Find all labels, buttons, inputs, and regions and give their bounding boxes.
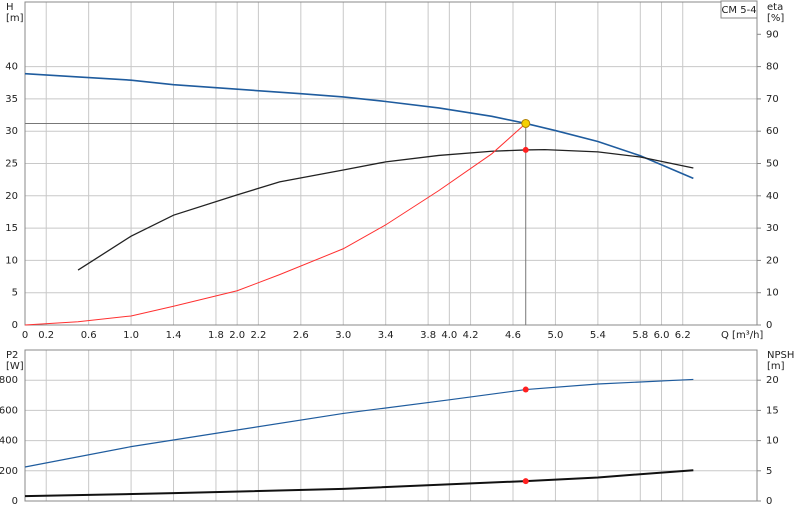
x-tick-label: 5.8 — [632, 330, 648, 341]
y-tick-label: 0 — [12, 496, 18, 507]
x-tick-label: 4.2 — [463, 330, 479, 341]
x-tick-label: 3.4 — [378, 330, 394, 341]
x-tick-label: 0.6 — [81, 330, 97, 341]
plot-frame — [24, 349, 758, 502]
x-tick-label: 1.4 — [166, 330, 182, 341]
x-tick-label: 0 — [22, 330, 28, 341]
y2-tick-label: 50 — [766, 159, 779, 170]
y2-axis-unit: [%] — [767, 13, 784, 24]
y-tick-label: 35 — [5, 94, 18, 105]
x-tick-label: 3.0 — [335, 330, 351, 341]
y-tick-label: 0 — [12, 320, 18, 331]
operating-point — [521, 118, 531, 128]
chart-title: CM 5-4 — [721, 5, 756, 16]
y2-tick-label: 20 — [766, 375, 779, 386]
y-axis-unit: [m] — [6, 13, 24, 24]
y2-tick-label: 10 — [766, 288, 779, 299]
y2-tick-label: 80 — [766, 62, 779, 73]
y2-tick-label: 10 — [766, 436, 779, 447]
x-tick-label: 4.0 — [441, 330, 457, 341]
y2-tick-label: 15 — [766, 405, 779, 416]
y2-tick-label: 0 — [766, 496, 772, 507]
y-tick-label: 200 — [0, 466, 18, 477]
y-tick-label: 40 — [5, 62, 18, 73]
y2-tick-label: 40 — [766, 191, 779, 202]
y-tick-label: 20 — [5, 191, 18, 202]
y2-axis-label: eta — [767, 2, 783, 13]
y2-tick-label: 5 — [766, 466, 772, 477]
y-tick-label: 15 — [5, 223, 18, 234]
x-tick-label: 4.6 — [505, 330, 521, 341]
x-axis-label: Q [m³/h] — [721, 330, 763, 341]
x-tick-label: 6.0 — [654, 330, 670, 341]
curve — [77, 148, 694, 271]
operating-point — [522, 386, 529, 393]
curve — [24, 378, 694, 468]
x-tick-label: 0.2 — [38, 330, 54, 341]
y-tick-label: 400 — [0, 436, 18, 447]
y2-axis-unit: [m] — [767, 361, 785, 372]
y2-tick-label: 20 — [766, 255, 779, 266]
y2-tick-label: 30 — [766, 223, 779, 234]
y2-tick-label: 60 — [766, 126, 779, 137]
operating-point — [522, 146, 529, 153]
x-tick-label: 2.6 — [293, 330, 309, 341]
plot-frame — [24, 1, 758, 326]
y2-tick-label: 70 — [766, 94, 779, 105]
y-tick-label: 600 — [0, 405, 18, 416]
x-tick-label: 6.2 — [675, 330, 691, 341]
curve — [24, 469, 694, 498]
x-tick-label: 2.0 — [229, 330, 245, 341]
y-tick-label: 25 — [5, 159, 18, 170]
y2-axis-label: NPSH — [767, 350, 794, 361]
y-tick-label: 800 — [0, 375, 18, 386]
curve — [24, 72, 694, 180]
x-tick-label: 5.0 — [547, 330, 563, 341]
y-tick-label: 30 — [5, 126, 18, 137]
x-tick-label: 5.4 — [590, 330, 606, 341]
operating-point — [522, 478, 529, 485]
y2-tick-label: 90 — [766, 29, 779, 40]
x-tick-label: 1.8 — [208, 330, 224, 341]
y2-tick-label: 0 — [766, 320, 772, 331]
x-tick-label: 2.2 — [250, 330, 266, 341]
x-tick-label: 1.0 — [123, 330, 139, 341]
y-axis-label: H — [6, 2, 14, 13]
y-tick-label: 10 — [5, 255, 18, 266]
curve — [24, 123, 527, 326]
y-axis-unit: [W] — [6, 361, 24, 372]
legend-box — [720, 0, 758, 19]
x-tick-label: 3.8 — [420, 330, 436, 341]
y-tick-label: 5 — [12, 288, 18, 299]
y-axis-label: P2 — [6, 350, 18, 361]
